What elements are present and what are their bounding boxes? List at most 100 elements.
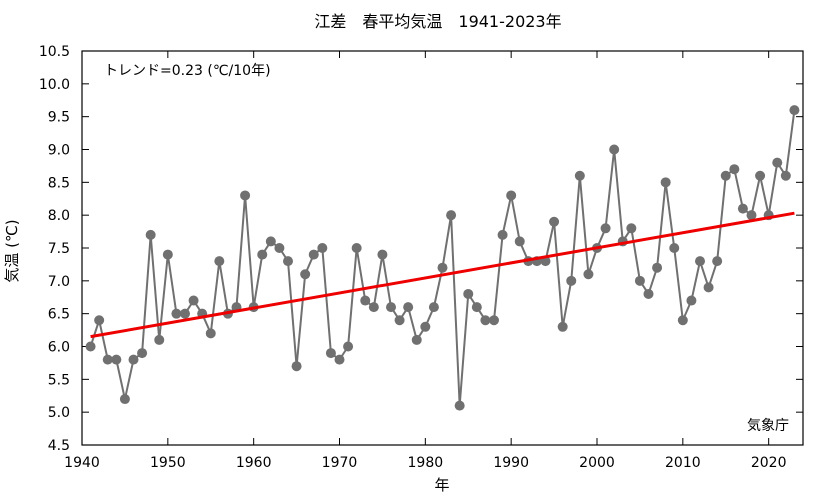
series-segment <box>321 247 332 354</box>
series-segment <box>673 247 684 321</box>
y-tick-label: 9.0 <box>48 143 70 159</box>
data-point <box>137 348 148 359</box>
series-segment <box>123 359 135 400</box>
series-segment <box>561 280 573 327</box>
data-point <box>325 348 336 359</box>
data-point <box>94 315 105 326</box>
data-point <box>737 203 748 214</box>
data-point <box>489 315 499 326</box>
data-point <box>403 302 414 313</box>
series-segment <box>235 195 247 308</box>
series-segment <box>372 254 384 308</box>
series-segment <box>613 149 624 242</box>
data-point <box>471 302 482 313</box>
data-point <box>557 321 568 332</box>
y-tick-label: 5.5 <box>48 372 70 388</box>
series-segment <box>553 221 564 327</box>
data-point <box>188 295 199 306</box>
data-point <box>574 170 585 181</box>
y-tick-label: 7.5 <box>48 241 70 257</box>
data-point <box>377 249 388 260</box>
data-point <box>729 164 740 175</box>
y-tick-label: 8.5 <box>48 175 70 191</box>
data-point <box>660 177 671 188</box>
data-point <box>609 144 620 155</box>
series-segment <box>759 175 770 216</box>
x-tick-label: 2010 <box>665 455 701 471</box>
data-point <box>583 269 594 280</box>
data-point <box>420 321 431 332</box>
data-point <box>652 262 663 273</box>
series-segment <box>493 234 504 321</box>
data-point <box>506 190 517 201</box>
x-tick-label: 1990 <box>493 455 529 471</box>
y-tick-label: 6.5 <box>48 307 70 323</box>
series-segment <box>209 261 221 334</box>
data-point <box>463 288 474 299</box>
x-tick-label: 1950 <box>150 455 186 471</box>
data-point <box>686 295 697 306</box>
y-axis: 4.5 5.0 5.5 6.0 6.5 7.0 7.5 8.0 8.5 9.0 9.5 10.0 10.… <box>39 44 803 454</box>
series-segment <box>750 175 762 216</box>
source-label: 気象庁 <box>747 418 789 434</box>
x-tick-label: 1960 <box>236 455 272 471</box>
data-point <box>720 170 731 181</box>
y-tick-label: 4.5 <box>48 438 70 454</box>
series-segment <box>166 254 178 314</box>
x-tick-label: 1970 <box>322 455 358 471</box>
data-point <box>368 302 379 313</box>
data-point <box>411 334 422 345</box>
data-point <box>600 223 611 234</box>
data-point <box>566 275 577 286</box>
series-segment <box>630 228 641 281</box>
series-segment <box>115 359 126 400</box>
data-point <box>257 249 268 260</box>
data-point <box>119 394 130 405</box>
data-point <box>428 302 439 313</box>
data-point <box>746 210 757 221</box>
data-point <box>454 400 465 411</box>
data-point <box>360 295 371 306</box>
data-point <box>308 249 319 260</box>
data-point <box>240 190 251 201</box>
data-point <box>780 170 791 181</box>
data-point <box>154 334 165 345</box>
data-point <box>343 341 354 352</box>
series-segment <box>578 175 590 275</box>
x-tick-label: 1980 <box>408 455 444 471</box>
data-point <box>712 256 723 267</box>
series-segment <box>690 260 701 301</box>
series-segment <box>252 254 264 308</box>
data-point <box>128 354 139 365</box>
series-segment <box>664 182 676 249</box>
series-segment <box>784 109 796 176</box>
y-tick-label: 6.0 <box>48 340 70 356</box>
series-segment <box>510 195 521 242</box>
data-point <box>514 236 525 247</box>
data-point <box>265 236 276 247</box>
data-point <box>394 315 405 326</box>
data-point <box>283 256 293 267</box>
chart-title: 江差 春平均気温 1941-2023年 <box>314 12 561 31</box>
series-segment <box>544 221 556 262</box>
data-point <box>162 249 173 260</box>
series-segment <box>570 175 581 281</box>
x-axis-label: 年 <box>434 476 449 494</box>
data-point <box>497 229 508 240</box>
data-point <box>549 216 560 227</box>
data-point <box>480 315 491 326</box>
series-lines <box>89 109 796 406</box>
series-segment <box>295 274 307 367</box>
x-tick-label: 1940 <box>64 455 100 471</box>
data-point <box>437 262 448 273</box>
series-segment <box>149 234 161 341</box>
y-tick-label: 9.5 <box>48 110 70 126</box>
data-point <box>214 256 225 267</box>
y-axis-label: 気温 (℃) <box>3 219 21 282</box>
series-segment <box>98 320 109 360</box>
data-point <box>334 354 345 365</box>
series-segment <box>501 195 513 236</box>
series-segment <box>733 168 744 209</box>
data-point <box>789 105 800 116</box>
x-axis: 1940 1950 1960 1970 1980 1990 2000 2010 2020 <box>64 51 786 471</box>
